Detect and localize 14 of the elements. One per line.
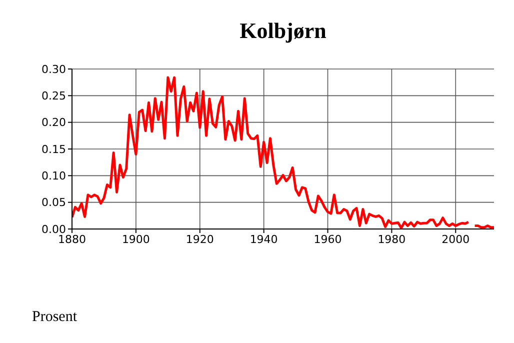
x-tick-label: 1900 xyxy=(122,232,150,246)
x-tick-label: 1940 xyxy=(250,232,278,246)
y-tick-label: 0.20 xyxy=(42,116,66,130)
chart-title: Kolbjørn xyxy=(238,18,328,44)
x-tick-label: 1960 xyxy=(314,232,342,246)
y-tick-label: 0.25 xyxy=(42,90,66,103)
x-tick-label: 2000 xyxy=(442,232,470,246)
y-axis-title: Prosent xyxy=(32,309,77,326)
y-tick-label: 0.15 xyxy=(42,142,66,156)
x-tick-label: 1980 xyxy=(378,232,406,246)
y-tick-label: 0.10 xyxy=(42,170,66,183)
y-tick-label: 0.30 xyxy=(42,62,66,76)
x-tick-label: 1920 xyxy=(186,232,214,246)
y-tick-label: 0.05 xyxy=(42,196,66,210)
